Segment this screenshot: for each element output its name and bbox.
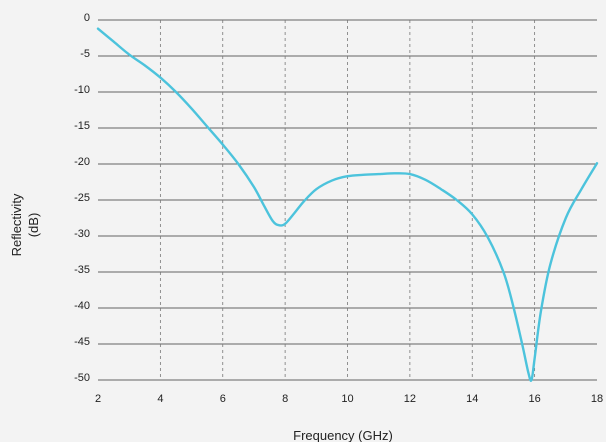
x-tick-label: 14 — [466, 393, 478, 405]
y-tick-label: -10 — [74, 84, 90, 96]
y-tick-label: -20 — [74, 156, 90, 168]
y-tick-label: -15 — [74, 120, 90, 132]
x-tick-label: 10 — [341, 393, 353, 405]
y-axis-title-line-2: (dB) — [26, 213, 41, 238]
reflectivity-series-line — [96, 27, 599, 382]
y-tick-labels: 0 -5 -10 -15 -20 -25 -30 -35 -40 -45 -50 — [74, 12, 90, 384]
x-tick-label: 2 — [95, 393, 101, 405]
x-gridlines — [159, 20, 536, 380]
y-tick-label: -35 — [74, 264, 90, 276]
x-axis-title: Frequency (GHz) — [293, 428, 393, 442]
y-tick-label: 0 — [84, 12, 90, 24]
x-tick-labels: 2 4 6 8 10 12 14 16 18 — [95, 393, 603, 405]
x-tick-label: 8 — [282, 393, 288, 405]
x-tick-label: 16 — [529, 393, 541, 405]
x-tick-label: 6 — [220, 393, 226, 405]
y-axis-title-line-1: Reflectivity — [9, 193, 24, 256]
y-tick-label: -5 — [80, 48, 90, 60]
y-tick-label: -45 — [74, 336, 90, 348]
y-tick-label: -25 — [74, 192, 90, 204]
x-tick-label: 12 — [404, 393, 416, 405]
x-tick-label: 18 — [591, 393, 603, 405]
y-tick-label: -40 — [74, 300, 90, 312]
y-tick-label: -50 — [74, 372, 90, 384]
y-tick-label: -30 — [74, 228, 90, 240]
x-tick-label: 4 — [157, 393, 163, 405]
